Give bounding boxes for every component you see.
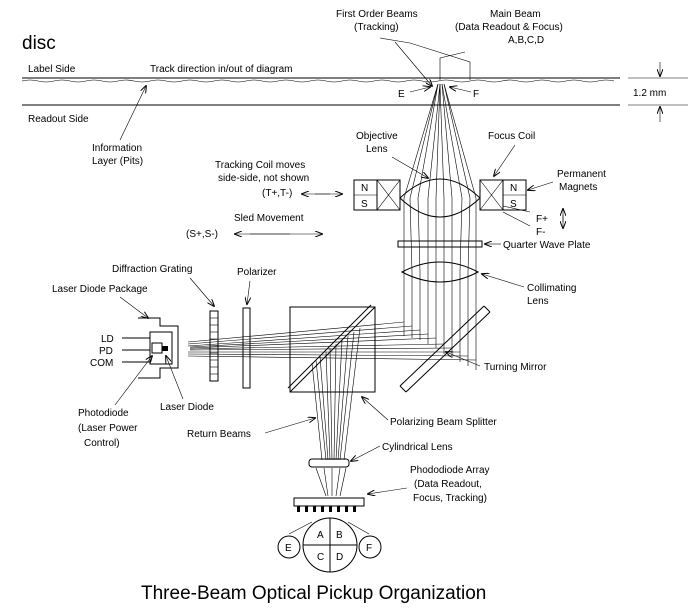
collimating-lens [400,261,480,283]
quadrant-a-label: A [317,530,324,541]
main-beam-bracket [439,51,466,80]
magnet-left [353,179,378,211]
objective-lens [399,178,481,218]
main-beam-label: Main Beam (Data Readout & Focus) A,B,C,D [455,9,563,46]
polarizer [242,307,251,389]
laser-diode-package-label: Laser Diode Package [52,284,148,295]
laser-diode-package [122,317,179,379]
detector-f-label: F [366,543,372,554]
pin-pd-label: PD [99,346,113,357]
turning-mirror-label: Turning Mirror [484,362,547,373]
information-layer-label: Information Layer (Pits) [92,143,143,167]
first-order-beams-label: First Order Beams (Tracking) [336,9,418,33]
thickness-label: 1.2 mm [633,88,666,99]
readout-side-label: Readout Side [28,114,89,125]
pin-com-label: COM [90,358,113,369]
main-beam-pointer [379,37,471,80]
photodiode-label: Photodiode (Laser Power Control) [78,408,138,449]
disc-body [21,77,620,106]
sled-terms-label: (S+,S-) [186,229,218,240]
cylindrical-lens-label: Cylindrical Lens [382,442,453,453]
objective-lens-label: Objective Lens [356,131,398,155]
photodiode-array-label: Phododiode Array (Data Readout, Focus, Tra… [410,465,490,504]
return-rays [311,327,361,497]
track-direction-label: Track direction in/out of diagram [150,64,292,75]
focus-minus-label: F- [536,227,545,238]
collimating-lens-label: Collimating Lens [527,283,576,307]
polarizing-beam-splitter [287,304,376,393]
quarter-wave-plate-label: Quarter Wave Plate [503,240,591,251]
focus-coil-label: Focus Coil [488,131,535,142]
photodiode-array [293,497,365,512]
thickness-dimension [628,62,688,122]
magnet-right-n: N [510,183,517,194]
permanent-magnets-label: Permanent Magnets [557,169,606,193]
return-beams-label: Return Beams [187,429,251,440]
sled-movement-label: Sled Movement [234,213,304,224]
diagram-title: Three-Beam Optical Pickup Organization [141,583,486,604]
label-side-label: Label Side [28,64,76,75]
diffraction-grating [209,310,219,382]
detector-layout [277,517,382,573]
quadrant-b-label: B [336,530,343,541]
magnet-right [502,179,527,211]
information-layer-pits [21,79,615,83]
beam-e-label: E [398,89,405,100]
polarizing-beam-splitter-label: Polarizing Beam Splitter [390,417,497,428]
pin-ld-label: LD [101,334,114,345]
magnet-left-n: N [361,183,368,194]
detector-e-label: E [285,543,292,554]
main-beam-rays [403,83,477,370]
polarizer-label: Polarizer [237,267,277,278]
beam-f-label: F [473,89,479,100]
magnet-right-s: S [510,199,517,210]
magnet-left-s: S [361,199,368,210]
quadrant-d-label: D [336,552,343,563]
cylindrical-lens [308,458,350,468]
diffraction-grating-label: Diffraction Grating [112,264,192,275]
quarter-wave-plate [397,240,483,248]
focus-plus-label: F+ [536,214,548,225]
laser-diode-label: Laser Diode [160,402,214,413]
tracking-coil-label: Tracking Coil moves side-side, not shown(… [215,160,309,199]
quadrant-c-label: C [317,552,324,563]
disc-label: disc [22,33,56,54]
turning-mirror [399,305,491,393]
focus-coil [376,179,531,227]
